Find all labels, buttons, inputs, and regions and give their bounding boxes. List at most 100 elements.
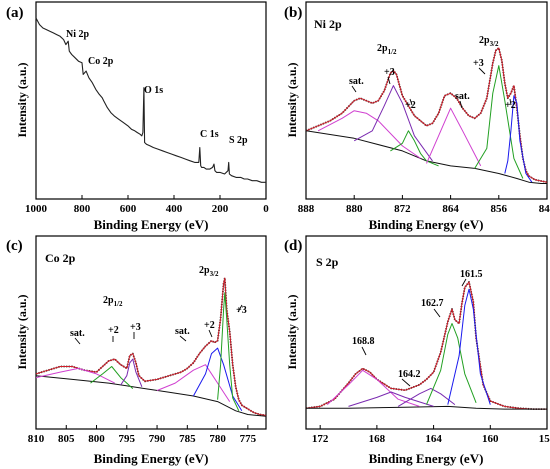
annotation-arrow [237,304,243,313]
panel-a-ylabel: Intensity (a.u.) [15,62,29,137]
x-tick-label: 790 [149,433,166,445]
x-tick-label: 856 [491,203,508,215]
annotation-d-162-7: 162.7 [421,298,444,309]
panel-b-ticks: 888 880 872 864 856 848 [298,195,550,215]
series--3-2p1-2--line [353,85,433,162]
annotation-b-plus2-2: +2 [505,100,516,111]
x-tick-label: 200 [212,203,229,215]
x-tick-label: 1000 [25,203,48,215]
annotation-arrow [401,378,411,387]
annotation-arrow [509,98,512,106]
annotation-c1s: C 1s [200,129,219,140]
panel-b-title: Ni 2p [314,17,342,31]
x-tick-label: 800 [74,203,91,215]
panel-a-label: (a) [6,5,24,21]
series--3-2p3-2--line [217,292,240,412]
annotation-arrow [74,337,81,345]
annotation-arrow [459,100,463,109]
x-tick-label: 888 [298,203,315,215]
x-tick-label: 600 [120,203,137,215]
annotation-b-2p32: 2p3/2 [479,35,499,48]
panel-c-title: Co 2p [45,251,76,265]
series-envelope-line [35,277,267,416]
series-sat-line [317,110,421,159]
annotation-b-plus2-1: +2 [405,100,416,111]
x-tick-label: 775 [240,433,257,445]
series-envelope-line [305,47,548,183]
panel-a-survey: (a) 1000 800 600 400 200 0 Binding Energy (eV… [6,1,269,232]
x-tick-label: 810 [28,433,45,445]
annotation-b-plus3-2: +3 [473,58,484,69]
series--2-2p1-2--line [90,366,134,389]
annotation-arrow [208,329,213,338]
annotation-c-2p32: 2p3/2 [199,265,219,278]
panel-b-label: (b) [284,5,302,21]
annotation-s2p: S 2p [229,135,248,146]
series-raw-line [305,47,548,184]
series-background-line [35,375,267,417]
panel-d-xlabel: Binding Energy (eV) [369,451,484,466]
series-168-8-line [326,369,420,407]
panel-d-ylabel: Intensity (a.u.) [285,294,299,369]
series-167-5-line [348,391,434,407]
annotation-arrow [409,98,413,106]
annotation-b-sat-1: sat. [349,76,364,87]
annotation-b-plus3-1: +3 [384,67,395,78]
annotation-d-168-8: 168.8 [352,336,375,347]
series-164-2-line [397,387,456,407]
series-162-7-line [426,323,477,405]
x-tick-label: 168 [369,433,386,445]
panel-a-ticks: 1000 800 600 400 200 0 [25,195,269,215]
annotation-o1s: O 1s [144,85,163,96]
series--3-2p3-2--line [474,65,524,179]
panel-c-frame [35,235,267,430]
annotation-b-2p12: 2p1/2 [377,43,397,56]
annotation-arrow [433,308,441,318]
panel-c-plot [35,277,267,417]
annotation-c-2p12: 2p1/2 [103,295,123,308]
annotation-d-161-5: 161.5 [460,269,483,280]
panel-b-xlabel: Binding Energy (eV) [369,217,484,232]
annotation-arrow [461,278,467,287]
x-tick-label: 780 [209,433,226,445]
panel-d-title: S 2p [316,255,339,269]
panel-b-ylabel: Intensity (a.u.) [285,62,299,137]
annotation-arrow [361,346,367,356]
annotation-arrow [351,85,357,93]
panel-d-ticks: 172 168 164 160 156 [312,425,550,445]
panel-d-label: (d) [284,238,302,254]
x-tick-label: 800 [88,433,105,445]
annotation-co2p: Co 2p [88,56,114,67]
panel-c-ylabel: Intensity (a.u.) [15,294,29,369]
x-tick-label: 848 [539,203,550,215]
series-161-5-line [447,288,491,405]
series-sat--line [156,364,231,402]
panel-b-ni2p: (b) 888 880 872 864 856 848 Ni 2p Binding Ene… [284,1,550,232]
annotation-d-164-2: 164.2 [398,369,421,380]
annotation-c-sat-2: sat. [175,326,190,337]
x-tick-label: 400 [166,203,183,215]
series-spectrum-line [35,17,266,183]
x-tick-label: 805 [58,433,75,445]
x-tick-label: 864 [442,203,459,215]
panel-a-frame [35,1,267,200]
annotation-b-sat-2: sat. [455,91,470,102]
series-sat--line [35,367,115,384]
annotation-c-plus3-1: +3 [130,322,141,333]
x-tick-label: 156 [539,433,550,445]
annotation-arrow [179,335,187,342]
series-sat--line [426,107,482,167]
panel-a-xlabel: Binding Energy (eV) [94,217,209,232]
annotation-c-plus2-1: +2 [108,325,119,336]
panel-c-xlabel: Binding Energy (eV) [94,451,209,466]
x-tick-label: 872 [394,203,411,215]
panel-d-s2p: (d) 172 168 164 160 156 S 2p Binding Energy … [284,235,550,466]
annotation-ni2p: Ni 2p [66,29,90,40]
series--2-2p1-2--line [390,130,439,167]
x-tick-label: 785 [179,433,196,445]
annotation-arrow [387,76,391,85]
panel-d-frame [305,235,548,430]
series--2-2p3-2--line [504,95,533,183]
x-tick-label: 172 [312,433,329,445]
